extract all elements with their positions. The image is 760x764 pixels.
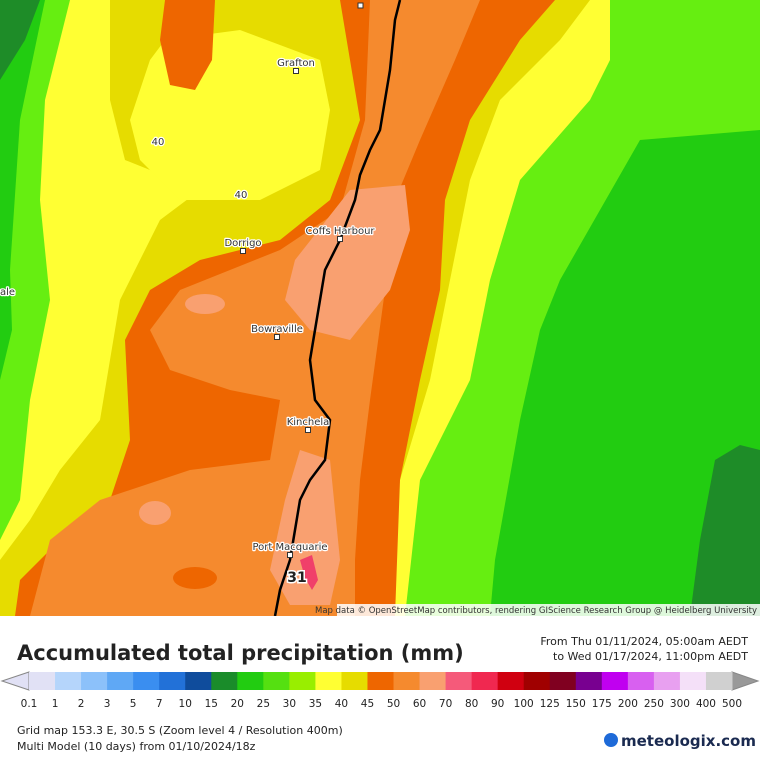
coastline xyxy=(273,0,402,617)
legend-label: 40 xyxy=(335,698,348,710)
legend-swatch xyxy=(523,672,551,690)
legend-label: 0.1 xyxy=(21,698,38,710)
legend-label: 100 xyxy=(514,698,534,710)
legend-label: 25 xyxy=(257,698,270,710)
legend-label: 50 xyxy=(387,698,400,710)
area xyxy=(0,0,40,80)
attribution-bg xyxy=(337,604,760,616)
legend-label: 10 xyxy=(179,698,192,710)
place-marker xyxy=(293,68,299,74)
legend-swatch xyxy=(107,672,134,690)
place-marker xyxy=(287,552,293,558)
place-label: Dorrigo xyxy=(224,238,261,249)
legend-swatch xyxy=(341,672,368,690)
legend-swatch xyxy=(627,672,655,690)
footer-line: Grid map 153.3 E, 30.5 S (Zoom level 4 /… xyxy=(17,724,343,737)
legend-swatch xyxy=(133,672,160,690)
place-marker xyxy=(357,2,364,9)
legend-label: 300 xyxy=(670,698,690,710)
legend-swatch xyxy=(211,672,238,690)
legend-swatch xyxy=(575,672,603,690)
footer-line: Multi Model (10 days) from 01/10/2024/18… xyxy=(17,740,256,753)
legend-title: Accumulated total precipitation (mm) xyxy=(17,641,464,665)
area xyxy=(285,185,410,340)
brand: meteologix.com xyxy=(621,732,756,750)
area xyxy=(130,30,330,200)
place-marker xyxy=(337,236,343,242)
legend-swatch xyxy=(445,672,473,690)
legend-swatch xyxy=(263,672,290,690)
contour-label: 40 xyxy=(152,137,165,148)
date-to: to Wed 01/17/2024, 11:00pm AEDT xyxy=(553,650,748,663)
legend-label: 80 xyxy=(465,698,478,710)
place-marker xyxy=(240,248,246,254)
legend-swatch xyxy=(315,672,342,690)
place-marker xyxy=(305,427,311,433)
legend-swatch xyxy=(549,672,577,690)
legend-label: 500 xyxy=(722,698,742,710)
legend-label: 30 xyxy=(283,698,296,710)
area xyxy=(173,567,217,589)
area xyxy=(300,555,318,590)
place-label: ale xyxy=(0,287,15,298)
brand-logo xyxy=(604,733,618,747)
legend: 0.1 1 2 3 5 7 10 15 20 25 30 35 40 45 50 60 70 80 90 100 125… xyxy=(0,671,760,710)
legend-swatch xyxy=(81,672,108,690)
legend-label: 125 xyxy=(540,698,560,710)
legend-swatch xyxy=(393,672,421,690)
legend-swatch xyxy=(601,672,629,690)
date-from: From Thu 01/11/2024, 05:00am AEDT xyxy=(540,635,748,648)
legend-label: 45 xyxy=(361,698,374,710)
legend-label: 250 xyxy=(644,698,664,710)
legend-label: 175 xyxy=(592,698,612,710)
legend-swatch xyxy=(237,672,264,690)
legend-label: 3 xyxy=(104,698,111,710)
legend-swatch xyxy=(29,672,56,690)
legend-label: 200 xyxy=(618,698,638,710)
area xyxy=(185,294,225,314)
legend-swatch xyxy=(471,672,499,690)
place-marker xyxy=(274,334,280,340)
legend-swatch xyxy=(55,672,82,690)
place-label: Bowraville xyxy=(251,324,303,335)
legend-label: 150 xyxy=(566,698,586,710)
legend-label: 35 xyxy=(309,698,322,710)
max-label: 31 xyxy=(287,570,306,586)
legend-swatch xyxy=(705,672,733,690)
legend-swatch xyxy=(497,672,525,690)
legend-swatch xyxy=(159,672,186,690)
legend-swatch xyxy=(653,672,681,690)
legend-label: 20 xyxy=(231,698,244,710)
contour-label: 40 xyxy=(235,190,248,201)
legend-label: 15 xyxy=(205,698,218,710)
legend-label: 400 xyxy=(696,698,716,710)
legend-swatch xyxy=(367,672,395,690)
area xyxy=(690,445,760,616)
area xyxy=(160,0,215,90)
legend-swatch xyxy=(185,672,212,690)
places: Grafton Coffs Harbour Dorrigo Bowraville Kin… xyxy=(223,57,377,558)
place-label: Coffs Harbour xyxy=(305,226,375,237)
legend-swatch xyxy=(419,672,447,690)
legend-label: 70 xyxy=(439,698,452,710)
legend-swatch xyxy=(679,672,707,690)
place-label: Port Macquarie xyxy=(252,542,327,553)
place-label: Grafton xyxy=(277,58,315,69)
legend-label: 7 xyxy=(156,698,163,710)
legend-label: 5 xyxy=(130,698,137,710)
legend-swatch xyxy=(289,672,316,690)
legend-label: 60 xyxy=(413,698,426,710)
area xyxy=(139,501,171,525)
place-label: Kinchela xyxy=(287,417,330,428)
legend-label: 2 xyxy=(78,698,85,710)
legend-label: 90 xyxy=(491,698,504,710)
legend-label: 1 xyxy=(52,698,59,710)
attribution: Map data © OpenStreetMap contributors, r… xyxy=(315,606,757,616)
